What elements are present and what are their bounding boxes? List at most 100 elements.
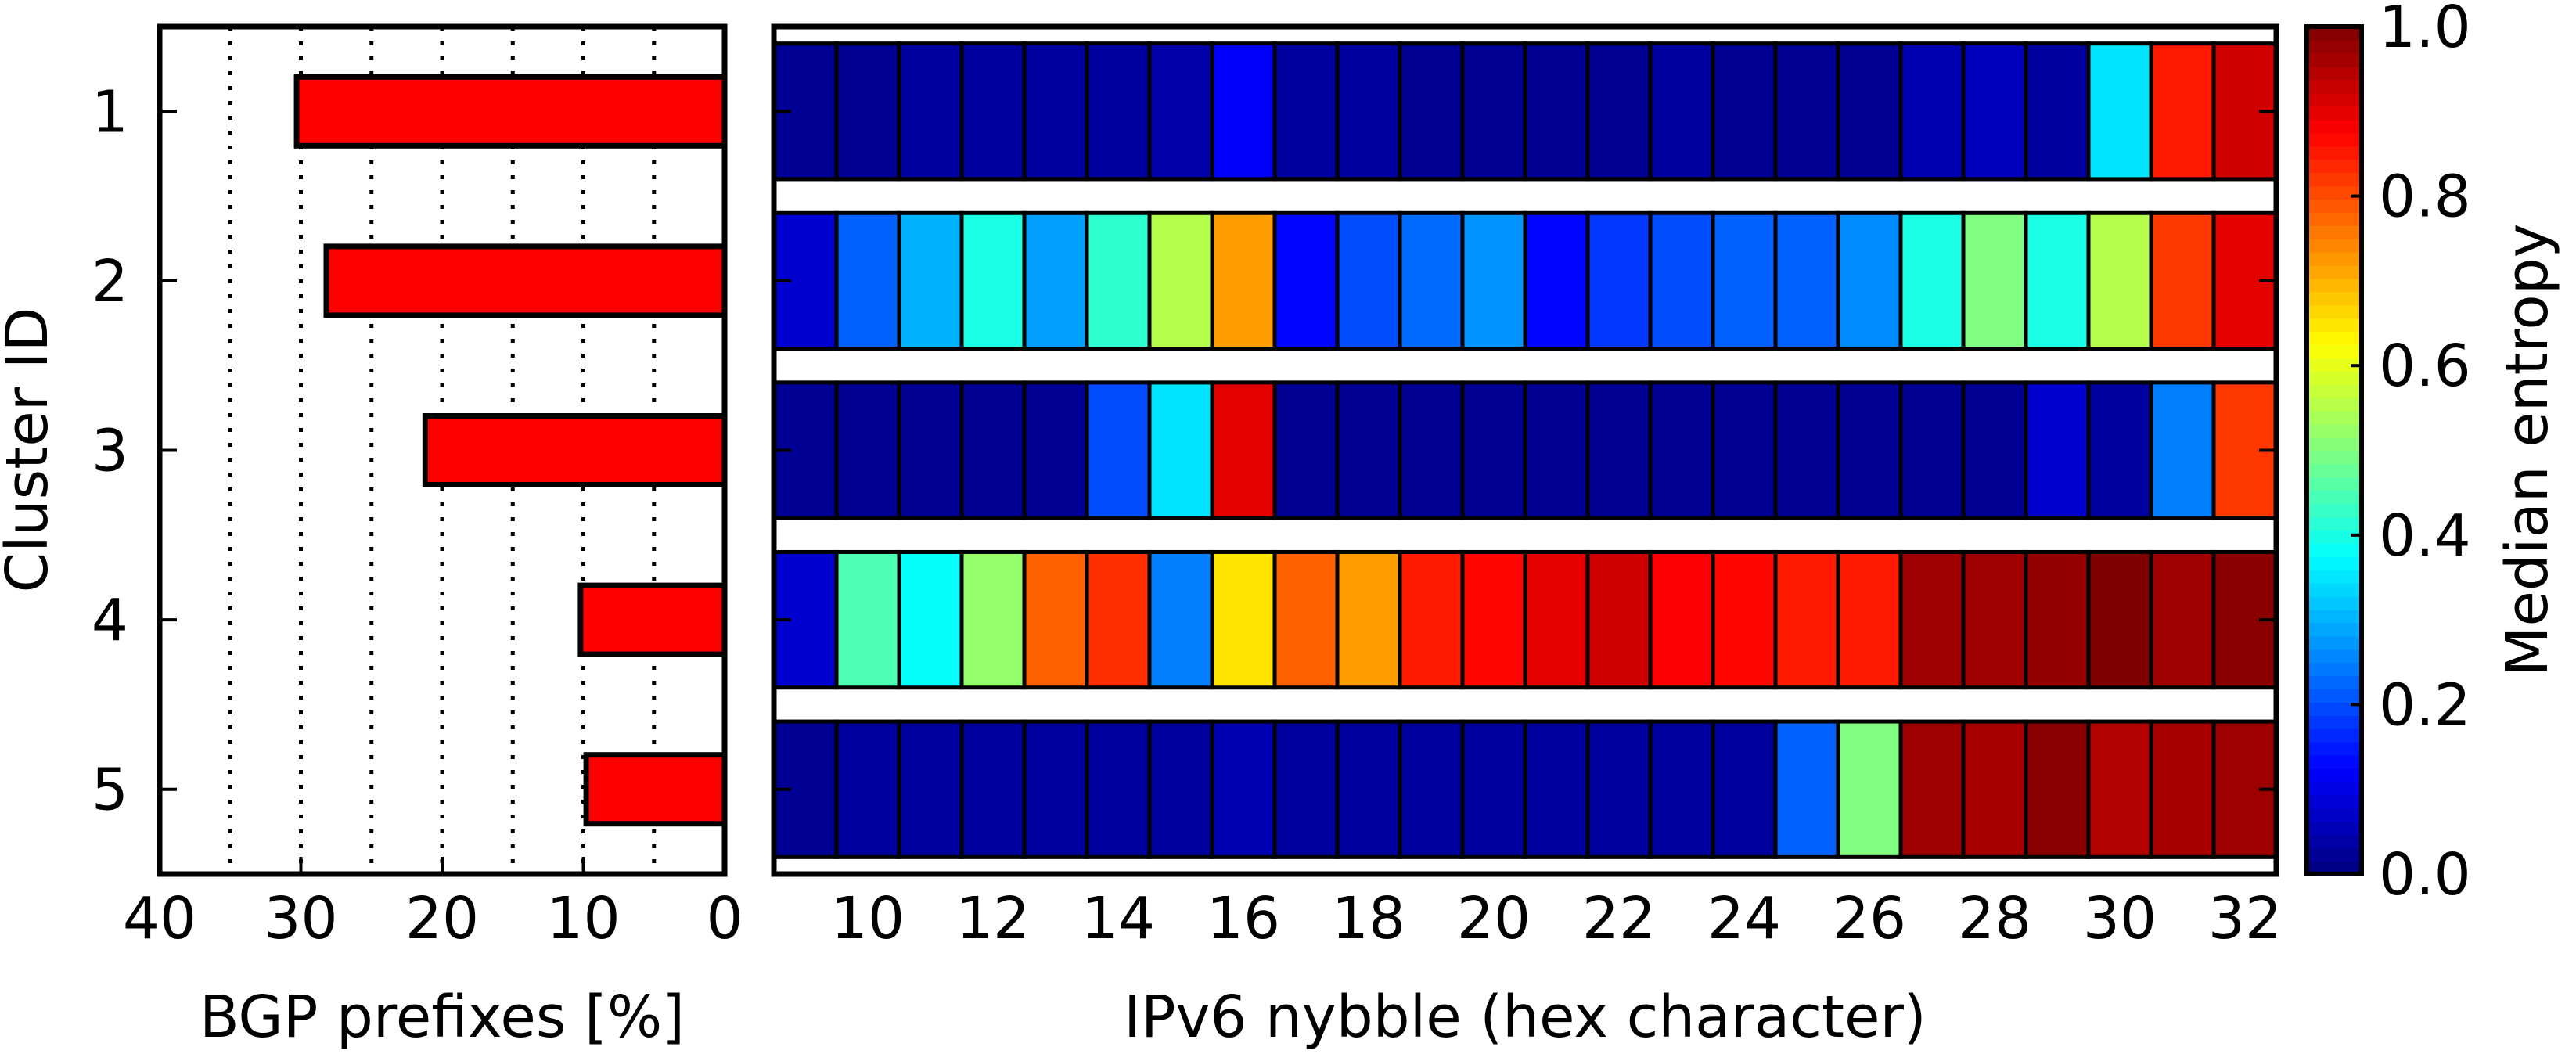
colorbar-segment — [2307, 185, 2362, 200]
colorbar-tick-label: 0.8 — [2379, 164, 2471, 231]
heat-cell-r2-n17 — [1272, 210, 1340, 351]
heat-cell-r5-n15 — [1147, 719, 1214, 859]
colorbar-segment — [2307, 304, 2362, 319]
colorbar-segment — [2307, 834, 2362, 849]
x-tick-label: 18 — [1332, 885, 1405, 952]
heat-cell-r3-n24 — [1711, 380, 1778, 520]
colorbar-segment — [2307, 291, 2362, 306]
heat-cell-r3-n16 — [1210, 380, 1277, 520]
colorbar-segment — [2307, 569, 2362, 584]
heat-cell-r3-n18 — [1335, 380, 1402, 520]
heat-cell-r3-n25 — [1773, 380, 1840, 520]
x-tick-label: 30 — [2083, 885, 2157, 952]
heat-cell-r1-n18 — [1335, 41, 1402, 182]
colorbar-segment — [2307, 477, 2362, 491]
heat-cell-r2-n22 — [1585, 210, 1653, 351]
heat-cell-r1-n11 — [897, 41, 964, 182]
colorbar-segment — [2307, 225, 2362, 239]
heat-cell-r5-n18 — [1335, 719, 1402, 859]
heat-cell-r5-n31 — [2149, 719, 2216, 859]
heat-cell-r5-n22 — [1585, 719, 1653, 859]
x-tick-label: 0 — [706, 885, 743, 952]
bgp-prefix-bar-panel: 1 2 3 4 5 40 30 20 10 0 — [92, 23, 743, 952]
y-tick-label: 2 — [92, 248, 128, 315]
heat-cell-r1-n16 — [1210, 41, 1277, 182]
heat-cell-r2-n24 — [1711, 210, 1778, 351]
heat-cell-r3-n26 — [1836, 380, 1903, 520]
colorbar-segment — [2307, 159, 2362, 174]
colorbar-segment — [2307, 714, 2362, 729]
heat-cell-r5-n19 — [1398, 719, 1465, 859]
heat-cell-r4-n20 — [1460, 549, 1527, 690]
colorbar-segment — [2307, 238, 2362, 253]
heat-cell-r5-n11 — [897, 719, 964, 859]
heat-cell-r2-n12 — [959, 210, 1027, 351]
colorbar-tick-label: 0.4 — [2379, 502, 2471, 570]
colorbar-segment — [2307, 318, 2362, 333]
colorbar-segment — [2307, 79, 2362, 94]
heat-cell-r1-n24 — [1711, 41, 1778, 182]
heat-cell-r5-n17 — [1272, 719, 1340, 859]
colorbar-segment — [2307, 278, 2362, 293]
heat-cell-r4-n19 — [1398, 549, 1465, 690]
colorbar-segment — [2307, 516, 2362, 531]
heat-cell-r4-n14 — [1085, 549, 1152, 690]
x-tick-label: 40 — [123, 885, 196, 952]
colorbar-segment — [2307, 503, 2362, 518]
heat-cell-r2-n19 — [1398, 210, 1465, 351]
heat-cell-r5-n26 — [1836, 719, 1903, 859]
colorbar-segment — [2307, 754, 2362, 769]
y-tick-label: 1 — [92, 78, 128, 146]
colorbar: 0.0 0.2 0.4 0.6 0.8 1.0 — [2304, 0, 2471, 908]
colorbar-segment — [2307, 370, 2362, 385]
x-tick-label: 22 — [1582, 885, 1656, 952]
heat-cell-r2-n21 — [1523, 210, 1590, 351]
heat-cell-r1-n25 — [1773, 41, 1840, 182]
colorbar-segment — [2307, 635, 2362, 650]
heat-cell-r4-n13 — [1022, 549, 1089, 690]
colorbar-segment — [2307, 847, 2362, 862]
heat-cell-r5-n12 — [959, 719, 1027, 859]
heat-cell-r3-n23 — [1648, 380, 1715, 520]
heat-cell-r1-n27 — [1898, 41, 1966, 182]
x-tick-label: 28 — [1958, 885, 2031, 952]
colorbar-segment — [2307, 490, 2362, 505]
colorbar-segment — [2307, 450, 2362, 465]
heat-cell-r3-n31 — [2149, 380, 2216, 520]
heat-cell-r4-n24 — [1711, 549, 1778, 690]
colorbar-tick-label: 0.2 — [2379, 671, 2471, 739]
colorbar-segment — [2307, 331, 2362, 346]
colorbar-label: Median entropy — [2494, 224, 2561, 677]
colorbar-segment — [2307, 264, 2362, 279]
heat-cell-r3-n27 — [1898, 380, 1966, 520]
heat-cell-r3-n30 — [2086, 380, 2153, 520]
colorbar-segment — [2307, 92, 2362, 107]
heat-cell-r3-n20 — [1460, 380, 1527, 520]
colorbar-segment — [2307, 821, 2362, 836]
bar-cluster-2 — [323, 243, 728, 318]
colorbar-segment — [2307, 119, 2362, 134]
y-tick-label: 3 — [92, 418, 128, 485]
x-tick-label: 16 — [1207, 885, 1280, 952]
heat-cell-r4-n25 — [1773, 549, 1840, 690]
colorbar-tick-label: 0.0 — [2379, 841, 2471, 908]
colorbar-tick-label: 1.0 — [2379, 0, 2471, 61]
heat-cell-r1-n17 — [1272, 41, 1340, 182]
colorbar-segment — [2307, 146, 2362, 160]
heat-cell-r4-n16 — [1210, 549, 1277, 690]
heat-cell-r1-n23 — [1648, 41, 1715, 182]
heat-cell-r4-n15 — [1147, 549, 1214, 690]
heat-cell-r2-n31 — [2149, 210, 2216, 351]
colorbar-segment — [2307, 808, 2362, 822]
colorbar-segment — [2307, 689, 2362, 703]
heat-cell-r2-n25 — [1773, 210, 1840, 351]
colorbar-segment — [2307, 463, 2362, 478]
heat-cell-r4-n27 — [1898, 549, 1966, 690]
colorbar-segment — [2307, 582, 2362, 597]
heat-cell-r3-n15 — [1147, 380, 1214, 520]
heat-cell-r4-n12 — [959, 549, 1027, 690]
heat-cell-r5-n29 — [2024, 719, 2091, 859]
heat-cell-r3-n19 — [1398, 380, 1465, 520]
colorbar-segment — [2307, 383, 2362, 398]
heat-cell-r5-n13 — [1022, 719, 1089, 859]
